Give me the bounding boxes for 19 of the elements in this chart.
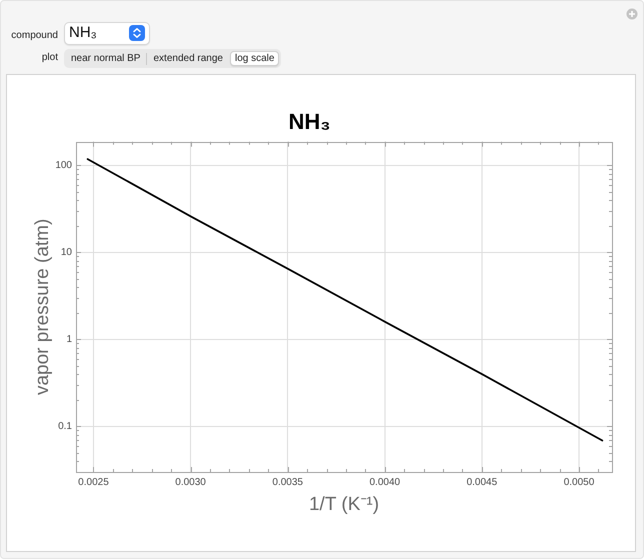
y-tick-label: 0.1 xyxy=(58,421,72,432)
y-axis-title: vapor pressure (atm) xyxy=(32,218,54,396)
text: compound xyxy=(11,30,58,42)
y-tick-label: 100 xyxy=(55,160,72,172)
chart-title: NH₃ xyxy=(288,109,330,134)
x-tick-label: 0.0025 xyxy=(78,476,110,488)
text: plot xyxy=(42,52,58,64)
text: NH₃ xyxy=(69,24,97,41)
x-tick-label: 0.0035 xyxy=(272,476,304,488)
x-tick-label: 0.0030 xyxy=(175,476,206,488)
selected-toggle-button[interactable] xyxy=(230,51,280,66)
text: near normal BP xyxy=(70,52,142,66)
x-tick-label: 0.0045 xyxy=(466,476,498,488)
x-tick-label: 0.0050 xyxy=(564,476,595,488)
y-tick-label: 1 xyxy=(66,334,72,346)
text: extended range xyxy=(152,52,224,66)
x-axis-title: 1/T (K⁻¹) xyxy=(308,494,380,516)
x-tick-label: 0.0040 xyxy=(369,476,401,488)
y-tick-label: 10 xyxy=(60,247,72,258)
